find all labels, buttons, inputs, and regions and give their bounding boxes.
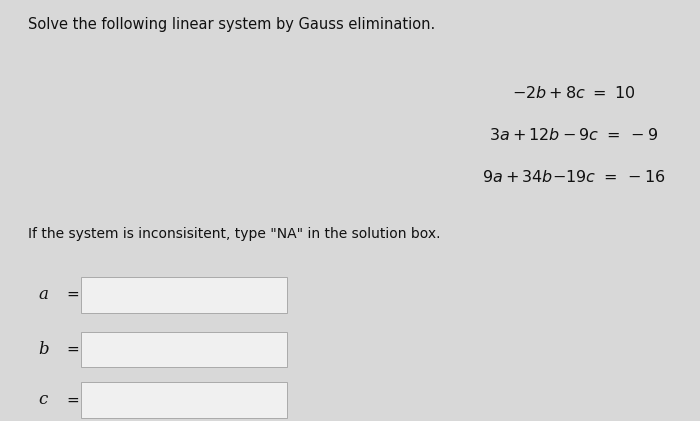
- Text: $-2b + 8c\ =\ 10$: $-2b + 8c\ =\ 10$: [512, 85, 636, 101]
- Text: =: =: [66, 287, 79, 302]
- FancyBboxPatch shape: [80, 382, 287, 418]
- Text: Solve the following linear system by Gauss elimination.: Solve the following linear system by Gau…: [28, 17, 435, 32]
- Text: a: a: [38, 286, 48, 303]
- FancyBboxPatch shape: [80, 277, 287, 312]
- FancyBboxPatch shape: [80, 332, 287, 367]
- Text: $3a + 12b - 9c\ =\ -9$: $3a + 12b - 9c\ =\ -9$: [489, 127, 659, 143]
- Text: b: b: [38, 341, 49, 358]
- Text: =: =: [66, 392, 79, 408]
- Text: If the system is inconsisitent, type "NA" in the solution box.: If the system is inconsisitent, type "NA…: [28, 227, 440, 241]
- Text: $9a + 34b{-}19c\ =\ -16$: $9a + 34b{-}19c\ =\ -16$: [482, 169, 666, 185]
- Text: =: =: [66, 342, 79, 357]
- Text: c: c: [38, 392, 48, 408]
